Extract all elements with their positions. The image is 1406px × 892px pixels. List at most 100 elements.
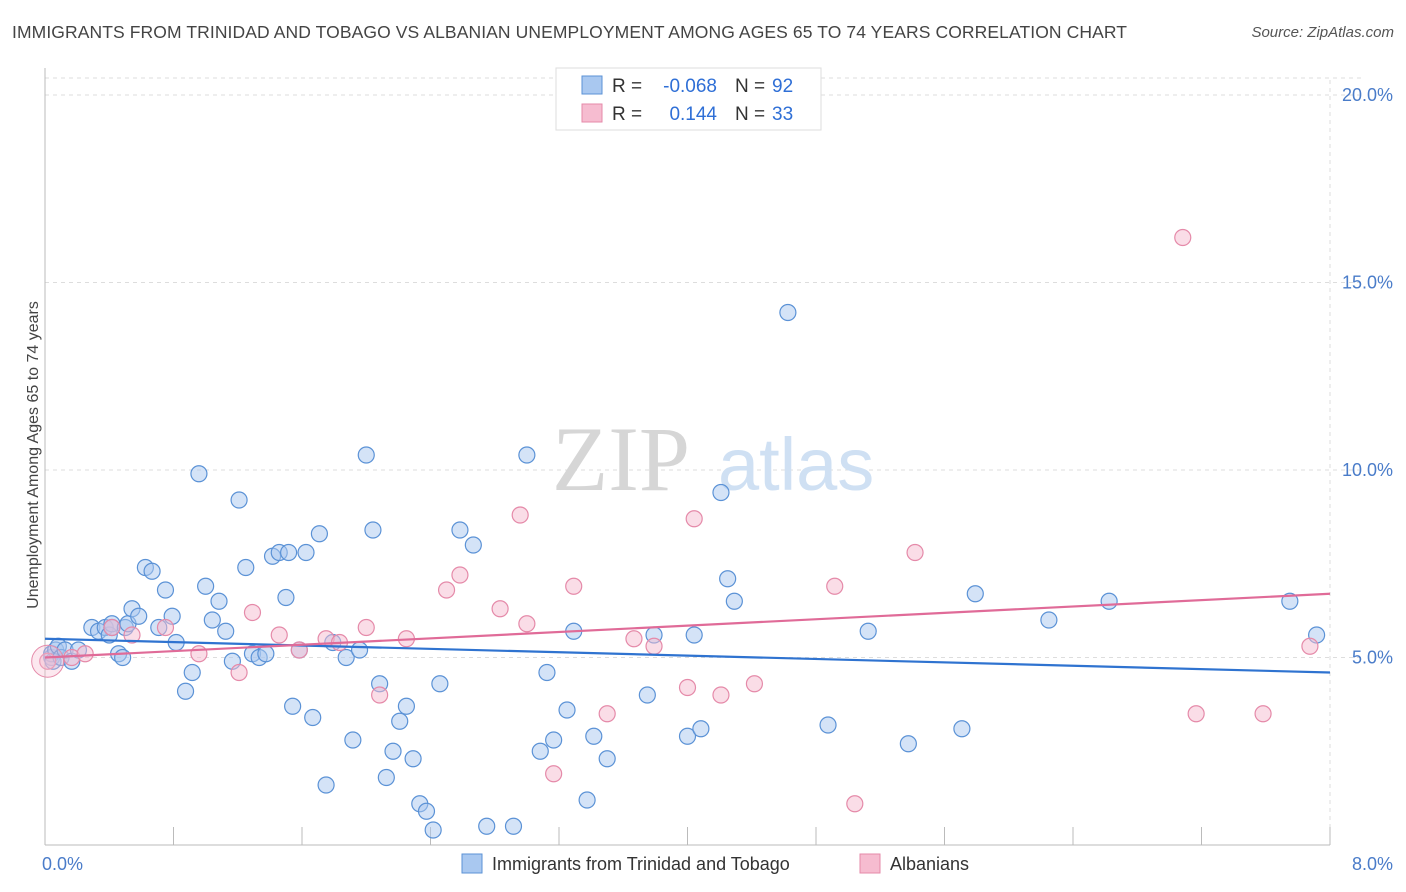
legend-r-value-1: -0.068 [663,76,717,97]
data-point-trinidad [310,525,329,543]
data-point-trinidad [357,446,375,464]
y-axis-title: Unemployment Among Ages 65 to 74 years [25,301,42,609]
data-point-trinidad [504,817,523,835]
data-point-trinidad [712,483,730,502]
data-point-trinidad [404,750,422,768]
data-point-trinidad [1040,611,1058,629]
legend-n-value-1: 92 [772,76,793,97]
data-point-trinidad [364,521,382,539]
y-tick-label: 15.0% [1342,273,1393,293]
data-point-albanian [371,686,389,704]
bottom-legend-label-trinidad: Immigrants from Trinidad and Tobago [492,854,790,874]
data-point-trinidad [210,592,228,610]
data-point-trinidad [384,742,402,760]
data-point-albanian [243,603,262,622]
data-point-trinidad [431,675,449,693]
data-point-albanian [826,577,844,595]
data-point-trinidad [350,641,369,659]
data-point-albanian [712,686,730,704]
data-point-trinidad [1100,592,1118,610]
trend-line-trinidad [44,637,1331,674]
data-point-albanian [1301,637,1319,655]
trend-line-albanian [44,592,1331,659]
y-tick-labels: 5.0% 10.0% 15.0% 20.0% [1342,85,1393,668]
data-point-trinidad [598,750,616,768]
data-point-trinidad [114,648,132,667]
data-point-trinidad [585,727,603,745]
data-point-albanian [103,618,121,637]
data-point-trinidad [344,731,362,749]
data-point-trinidad [451,521,469,539]
data-point-trinidad [899,735,917,753]
data-point-albanian [270,626,288,644]
data-point-trinidad [277,588,295,607]
legend-r-label-2: R = [612,104,642,125]
data-point-trinidad [779,303,797,322]
legend-r-label-1: R = [612,76,642,97]
data-point-trinidad [719,570,737,588]
trend-lines [44,592,1331,674]
watermark: ZIP atlas [552,408,874,510]
bottom-legend-swatch-blue [461,853,483,874]
data-point-trinidad [692,720,710,738]
x-tick-label-end: 8.0% [1352,854,1393,874]
y-tick-label: 10.0% [1342,460,1393,480]
data-point-albanian-large [31,644,65,678]
data-point-trinidad [317,776,335,794]
data-point-albanian [1187,705,1205,723]
data-point-trinidad [284,697,302,715]
data-point-albanian [230,663,248,682]
data-point-albanian [846,795,864,813]
data-point-trinidad [578,791,596,809]
data-point-trinidad [638,686,656,704]
data-point-trinidad [203,611,221,629]
series-legend: Immigrants from Trinidad and Tobago Alba… [461,853,969,874]
data-point-trinidad [819,716,837,734]
axes [44,68,1331,846]
data-point-albanian [565,577,583,595]
series-trinidad-points [43,303,1326,839]
data-point-trinidad [304,708,322,727]
data-point-trinidad [130,607,148,625]
data-point-albanian [1174,228,1192,247]
data-point-trinidad [685,626,703,644]
data-point-trinidad [397,697,416,715]
data-point-albanian [451,566,469,584]
data-point-trinidad [538,663,556,682]
data-point-trinidad [183,663,201,682]
legend-n-label-1: N = [735,76,765,97]
data-point-albanian [678,678,697,697]
series-albanian-points [31,228,1319,813]
data-point-albanian [511,506,529,524]
data-point-trinidad [230,491,248,509]
data-point-albanian [190,645,208,663]
data-point-trinidad [377,768,395,787]
data-point-trinidad [217,622,235,640]
data-point-albanian [745,675,764,693]
data-point-trinidad [725,592,743,610]
data-point-trinidad [176,682,195,700]
x-tick-label-start: 0.0% [42,854,83,874]
data-point-albanian [645,637,663,655]
data-point-trinidad [1281,592,1299,610]
data-point-trinidad [558,701,576,719]
data-point-trinidad [678,727,697,745]
data-point-trinidad [966,585,984,603]
data-point-trinidad [545,731,563,749]
source-label: Source: ZipAtlas.com [1251,24,1394,41]
data-point-albanian [685,510,703,528]
data-point-albanian [357,618,375,637]
data-point-trinidad [190,465,208,483]
data-point-trinidad [518,446,536,464]
data-point-trinidad [391,712,409,730]
data-point-trinidad [143,562,161,580]
bottom-legend-label-albanians: Albanians [890,854,969,874]
legend-n-value-2: 33 [772,104,793,125]
legend-n-label-2: N = [735,104,765,125]
data-point-trinidad [859,622,877,640]
data-point-trinidad [237,558,255,577]
watermark-zip: ZIP [552,408,690,510]
data-point-albanian [518,615,536,633]
legend-swatch-blue [581,75,603,95]
